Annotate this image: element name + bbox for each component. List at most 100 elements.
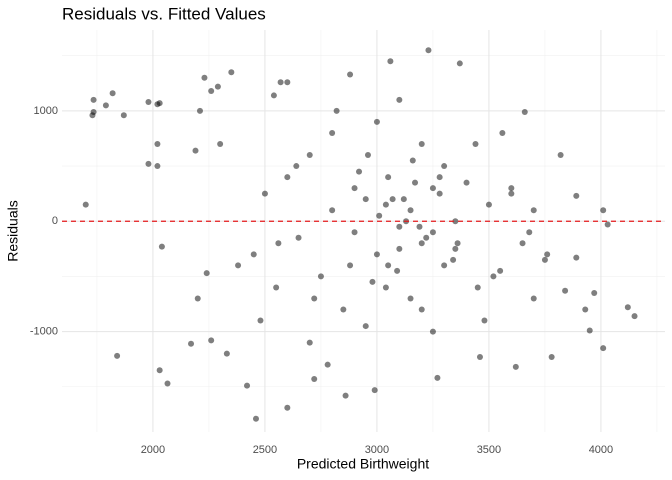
y-tick-label: -1000 [30, 325, 58, 337]
point [412, 179, 419, 186]
point [530, 207, 537, 214]
point [284, 404, 291, 411]
point [311, 376, 318, 383]
point [499, 129, 506, 136]
point [396, 245, 403, 252]
point [158, 243, 165, 250]
x-tick-label: 3500 [477, 444, 501, 456]
point [418, 306, 425, 313]
point [376, 212, 383, 219]
point [347, 71, 354, 78]
point [270, 92, 277, 99]
x-tick-label: 3000 [365, 444, 389, 456]
x-tick-label: 4000 [589, 444, 613, 456]
point [284, 174, 291, 181]
point [407, 295, 414, 302]
point [387, 58, 394, 65]
point [228, 69, 235, 76]
point [284, 79, 291, 86]
point [371, 387, 378, 394]
point [156, 367, 163, 374]
point [541, 256, 548, 263]
point [441, 163, 448, 170]
point [306, 152, 313, 159]
point [90, 108, 97, 115]
point [508, 190, 515, 197]
point [423, 234, 430, 241]
point [385, 262, 392, 269]
point [519, 240, 526, 247]
point [223, 350, 230, 357]
point [600, 345, 607, 352]
chart-title: Residuals vs. Fitted Values [62, 4, 266, 23]
point [273, 284, 280, 291]
point [429, 229, 436, 236]
point [164, 380, 171, 387]
point [351, 185, 358, 192]
point [324, 361, 331, 368]
point [120, 112, 127, 119]
point [425, 47, 432, 54]
point [604, 221, 611, 228]
point [416, 223, 423, 230]
point [530, 295, 537, 302]
point [293, 163, 300, 170]
point [201, 74, 208, 81]
point [156, 100, 163, 107]
point [306, 339, 313, 346]
point [485, 201, 492, 208]
point [275, 240, 282, 247]
point [362, 196, 369, 203]
point [631, 313, 638, 320]
point [203, 270, 210, 277]
point [474, 284, 481, 291]
point [508, 185, 515, 192]
point [329, 129, 336, 136]
point [194, 295, 201, 302]
point [481, 317, 488, 324]
point [441, 262, 448, 269]
point [277, 79, 284, 86]
point [557, 152, 564, 159]
point [591, 289, 598, 296]
point [573, 192, 580, 199]
point [454, 240, 461, 247]
y-tick-label: 0 [52, 215, 58, 227]
point [396, 96, 403, 103]
point [418, 140, 425, 147]
point [582, 306, 589, 313]
point [340, 306, 347, 313]
point [452, 245, 459, 252]
point [586, 327, 593, 334]
point [382, 284, 389, 291]
point [526, 229, 533, 236]
point [573, 254, 580, 261]
point [356, 168, 363, 175]
point [347, 262, 354, 269]
point [429, 185, 436, 192]
point [250, 251, 257, 258]
y-tick-label: 1000 [34, 105, 58, 117]
point [497, 267, 504, 274]
point [102, 102, 109, 109]
point [456, 60, 463, 67]
point [373, 118, 380, 125]
point [244, 382, 251, 389]
point [382, 201, 389, 208]
point [333, 107, 340, 114]
point [90, 96, 97, 103]
point [145, 160, 152, 167]
point [396, 223, 403, 230]
point [436, 190, 443, 197]
x-axis-title: Predicted Birthweight [297, 456, 429, 472]
point [317, 273, 324, 280]
point [418, 240, 425, 247]
point [369, 278, 376, 285]
point [450, 256, 457, 263]
point [257, 317, 264, 324]
point [512, 363, 519, 370]
point [434, 374, 441, 381]
point [154, 163, 161, 170]
point [373, 251, 380, 258]
